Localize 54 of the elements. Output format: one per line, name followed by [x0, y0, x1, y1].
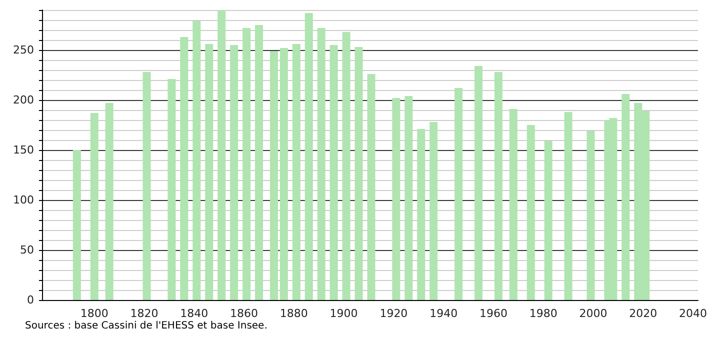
bar — [168, 79, 176, 300]
y-tick-label: 100 — [13, 194, 34, 206]
bar — [454, 88, 463, 300]
bar — [526, 125, 535, 300]
bar — [544, 141, 552, 300]
y-tick-label: 200 — [13, 94, 34, 106]
x-tick-label: 1980 — [529, 307, 558, 320]
bar — [392, 98, 400, 300]
y-tick-label: 0 — [27, 294, 34, 306]
x-tick-label: 1900 — [330, 307, 358, 320]
bar — [280, 48, 288, 300]
y-tick-label: 150 — [13, 144, 34, 156]
bar — [90, 113, 98, 300]
bar — [230, 45, 238, 300]
bar — [292, 44, 300, 300]
bar — [367, 74, 376, 300]
bar — [105, 103, 114, 300]
bar — [242, 28, 251, 300]
bar — [205, 44, 214, 300]
bar — [404, 96, 413, 300]
bar — [494, 72, 502, 300]
x-tick-label: 1800 — [80, 307, 108, 320]
bar — [509, 109, 518, 300]
bar — [192, 21, 201, 300]
x-tick-label: 1880 — [280, 307, 308, 320]
bar — [430, 122, 438, 300]
x-tick-label: 1840 — [180, 307, 208, 320]
y-tick-label: 250 — [13, 44, 34, 56]
bar — [474, 66, 482, 300]
bar — [564, 112, 572, 300]
y-tick-label: 50 — [20, 244, 34, 256]
bar — [218, 10, 226, 300]
x-tick-label: 2040 — [679, 307, 708, 320]
bar — [142, 72, 151, 300]
source-note: Sources : base Cassini de l'EHESS et base Insee. — [25, 320, 268, 332]
bar — [304, 13, 313, 300]
x-tick-label: 2000 — [579, 307, 608, 320]
bar — [72, 150, 81, 300]
x-tick-label: 2020 — [629, 307, 658, 320]
x-tick-label: 1820 — [130, 307, 158, 320]
bar — [342, 32, 350, 300]
x-tick-label: 1920 — [380, 307, 408, 320]
bar — [622, 94, 630, 300]
bar — [354, 47, 363, 300]
bar — [270, 51, 278, 300]
bar — [586, 131, 595, 300]
bar — [330, 45, 338, 300]
x-tick-label: 1960 — [479, 307, 508, 320]
x-tick-label: 1940 — [430, 307, 458, 320]
bar — [255, 25, 263, 300]
bar — [417, 129, 426, 300]
bar — [180, 37, 188, 300]
x-tick-label: 1860 — [230, 307, 258, 320]
bar — [317, 28, 326, 300]
